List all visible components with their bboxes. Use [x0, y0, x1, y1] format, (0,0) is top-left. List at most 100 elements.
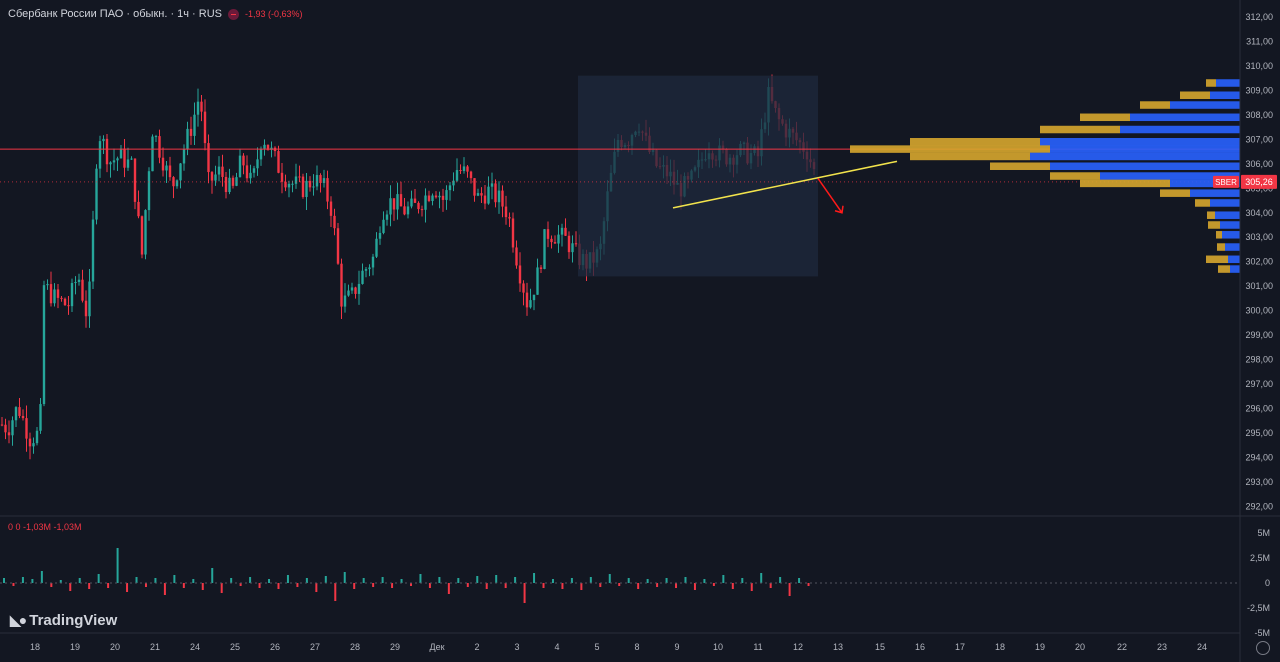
volume-bar: [599, 583, 602, 587]
candle-body: [539, 267, 543, 269]
candle-body: [473, 178, 476, 196]
candle-body: [203, 111, 207, 144]
candle-body: [438, 195, 441, 198]
profile-bar-down: [910, 152, 1030, 161]
profile-bar-up: [1120, 125, 1240, 134]
price-tick-label: 303,00: [1245, 232, 1273, 242]
down-arrow-head: [834, 205, 844, 214]
candle-body: [483, 195, 487, 204]
down-arrow-line: [817, 178, 843, 214]
candle-body: [287, 183, 291, 188]
time-tick-label: 3: [514, 642, 519, 652]
volume-bar: [211, 568, 214, 583]
time-tick-label: 20: [1075, 642, 1085, 652]
candle-body: [487, 186, 490, 204]
profile-bar-up: [1210, 199, 1240, 207]
volume-bar: [428, 583, 431, 588]
candle-body: [18, 407, 21, 416]
candle-body: [196, 101, 200, 115]
candle-body: [161, 157, 165, 171]
candle-body: [172, 177, 175, 187]
candle-body: [424, 195, 427, 210]
candle-body: [364, 269, 368, 271]
candle-body: [357, 283, 361, 294]
candle-body: [396, 194, 399, 210]
symbol-header[interactable]: Сбербанк России ПАО · обыкн. · 1ч · RUS …: [8, 6, 303, 22]
candle-body: [154, 136, 158, 138]
volume-bar: [807, 583, 810, 586]
volume-bar: [135, 577, 138, 583]
volume-bar: [656, 583, 659, 587]
candle-body: [228, 177, 231, 193]
profile-bar-down: [1195, 199, 1210, 207]
candle-body: [0, 424, 4, 426]
profile-bar-down: [1040, 125, 1120, 134]
volume-legend: 0 0 -1,03M -1,03M: [8, 522, 82, 532]
candle-body: [494, 183, 497, 203]
profile-bar-down: [1160, 189, 1190, 197]
candle-body: [329, 201, 333, 216]
candle-body: [32, 443, 35, 447]
volume-bar: [334, 583, 337, 601]
time-tick-label: 10: [713, 642, 723, 652]
candle-body: [298, 176, 301, 178]
candle-body: [242, 155, 245, 166]
candle-body: [81, 279, 84, 301]
volume-bar: [627, 578, 630, 583]
candle-body: [375, 238, 378, 257]
candle-body: [525, 292, 529, 308]
price-tick-label: 309,00: [1245, 85, 1273, 95]
candle-body: [186, 128, 189, 150]
candle-body: [567, 235, 571, 253]
volume-bar: [391, 583, 394, 588]
volume-bar: [769, 583, 772, 588]
time-tick-label: 25: [230, 642, 240, 652]
candle-body: [469, 171, 473, 179]
candle-body: [455, 170, 459, 181]
candle-body: [126, 159, 130, 168]
profile-bar-up: [1216, 79, 1240, 87]
price-tick-label: 308,00: [1245, 110, 1273, 120]
price-tick-label: 299,00: [1245, 330, 1273, 340]
time-tick-label: 19: [1035, 642, 1045, 652]
profile-bar-up: [1230, 265, 1240, 273]
candle-body: [305, 180, 308, 197]
candle-body: [144, 210, 147, 255]
price-tick-label: 312,00: [1245, 12, 1273, 22]
candle-body: [336, 228, 340, 264]
volume-tick-label: 2,5M: [1250, 553, 1270, 563]
volume-bar: [78, 578, 81, 583]
volume-bar: [258, 583, 261, 588]
candle-body: [434, 195, 438, 198]
candle-body: [333, 215, 336, 229]
volume-tick-label: -2,5M: [1247, 603, 1270, 613]
price-tick-label: 298,00: [1245, 355, 1273, 365]
price-tick-label: 293,00: [1245, 477, 1273, 487]
candle-body: [574, 243, 578, 245]
candle-body: [389, 198, 392, 215]
candle-body: [497, 190, 501, 203]
highlight-box: [578, 75, 818, 277]
symbol-title[interactable]: Сбербанк России ПАО · обыкн. · 1ч · RUS: [8, 8, 223, 20]
candle-body: [501, 190, 504, 207]
candle-body: [221, 166, 224, 177]
candle-body: [557, 234, 560, 244]
candle-body: [322, 178, 326, 183]
volume-bar: [741, 578, 744, 583]
price-tick-label: 292,00: [1245, 502, 1273, 512]
volume-tick-label: -5M: [1255, 628, 1271, 638]
time-tick-label: 29: [390, 642, 400, 652]
last-price-label: 305,26: [1245, 177, 1273, 187]
candle-body: [284, 181, 287, 188]
candle-body: [214, 174, 217, 181]
price-tick-label: 302,00: [1245, 257, 1273, 267]
settings-icon[interactable]: [1256, 641, 1270, 655]
volume-bar: [637, 583, 640, 589]
volume-bar: [646, 579, 649, 583]
volume-bar: [362, 578, 365, 583]
tradingview-logo[interactable]: ◣● TradingView: [10, 612, 117, 629]
volume-bar: [343, 572, 346, 583]
candle-body: [515, 247, 518, 266]
